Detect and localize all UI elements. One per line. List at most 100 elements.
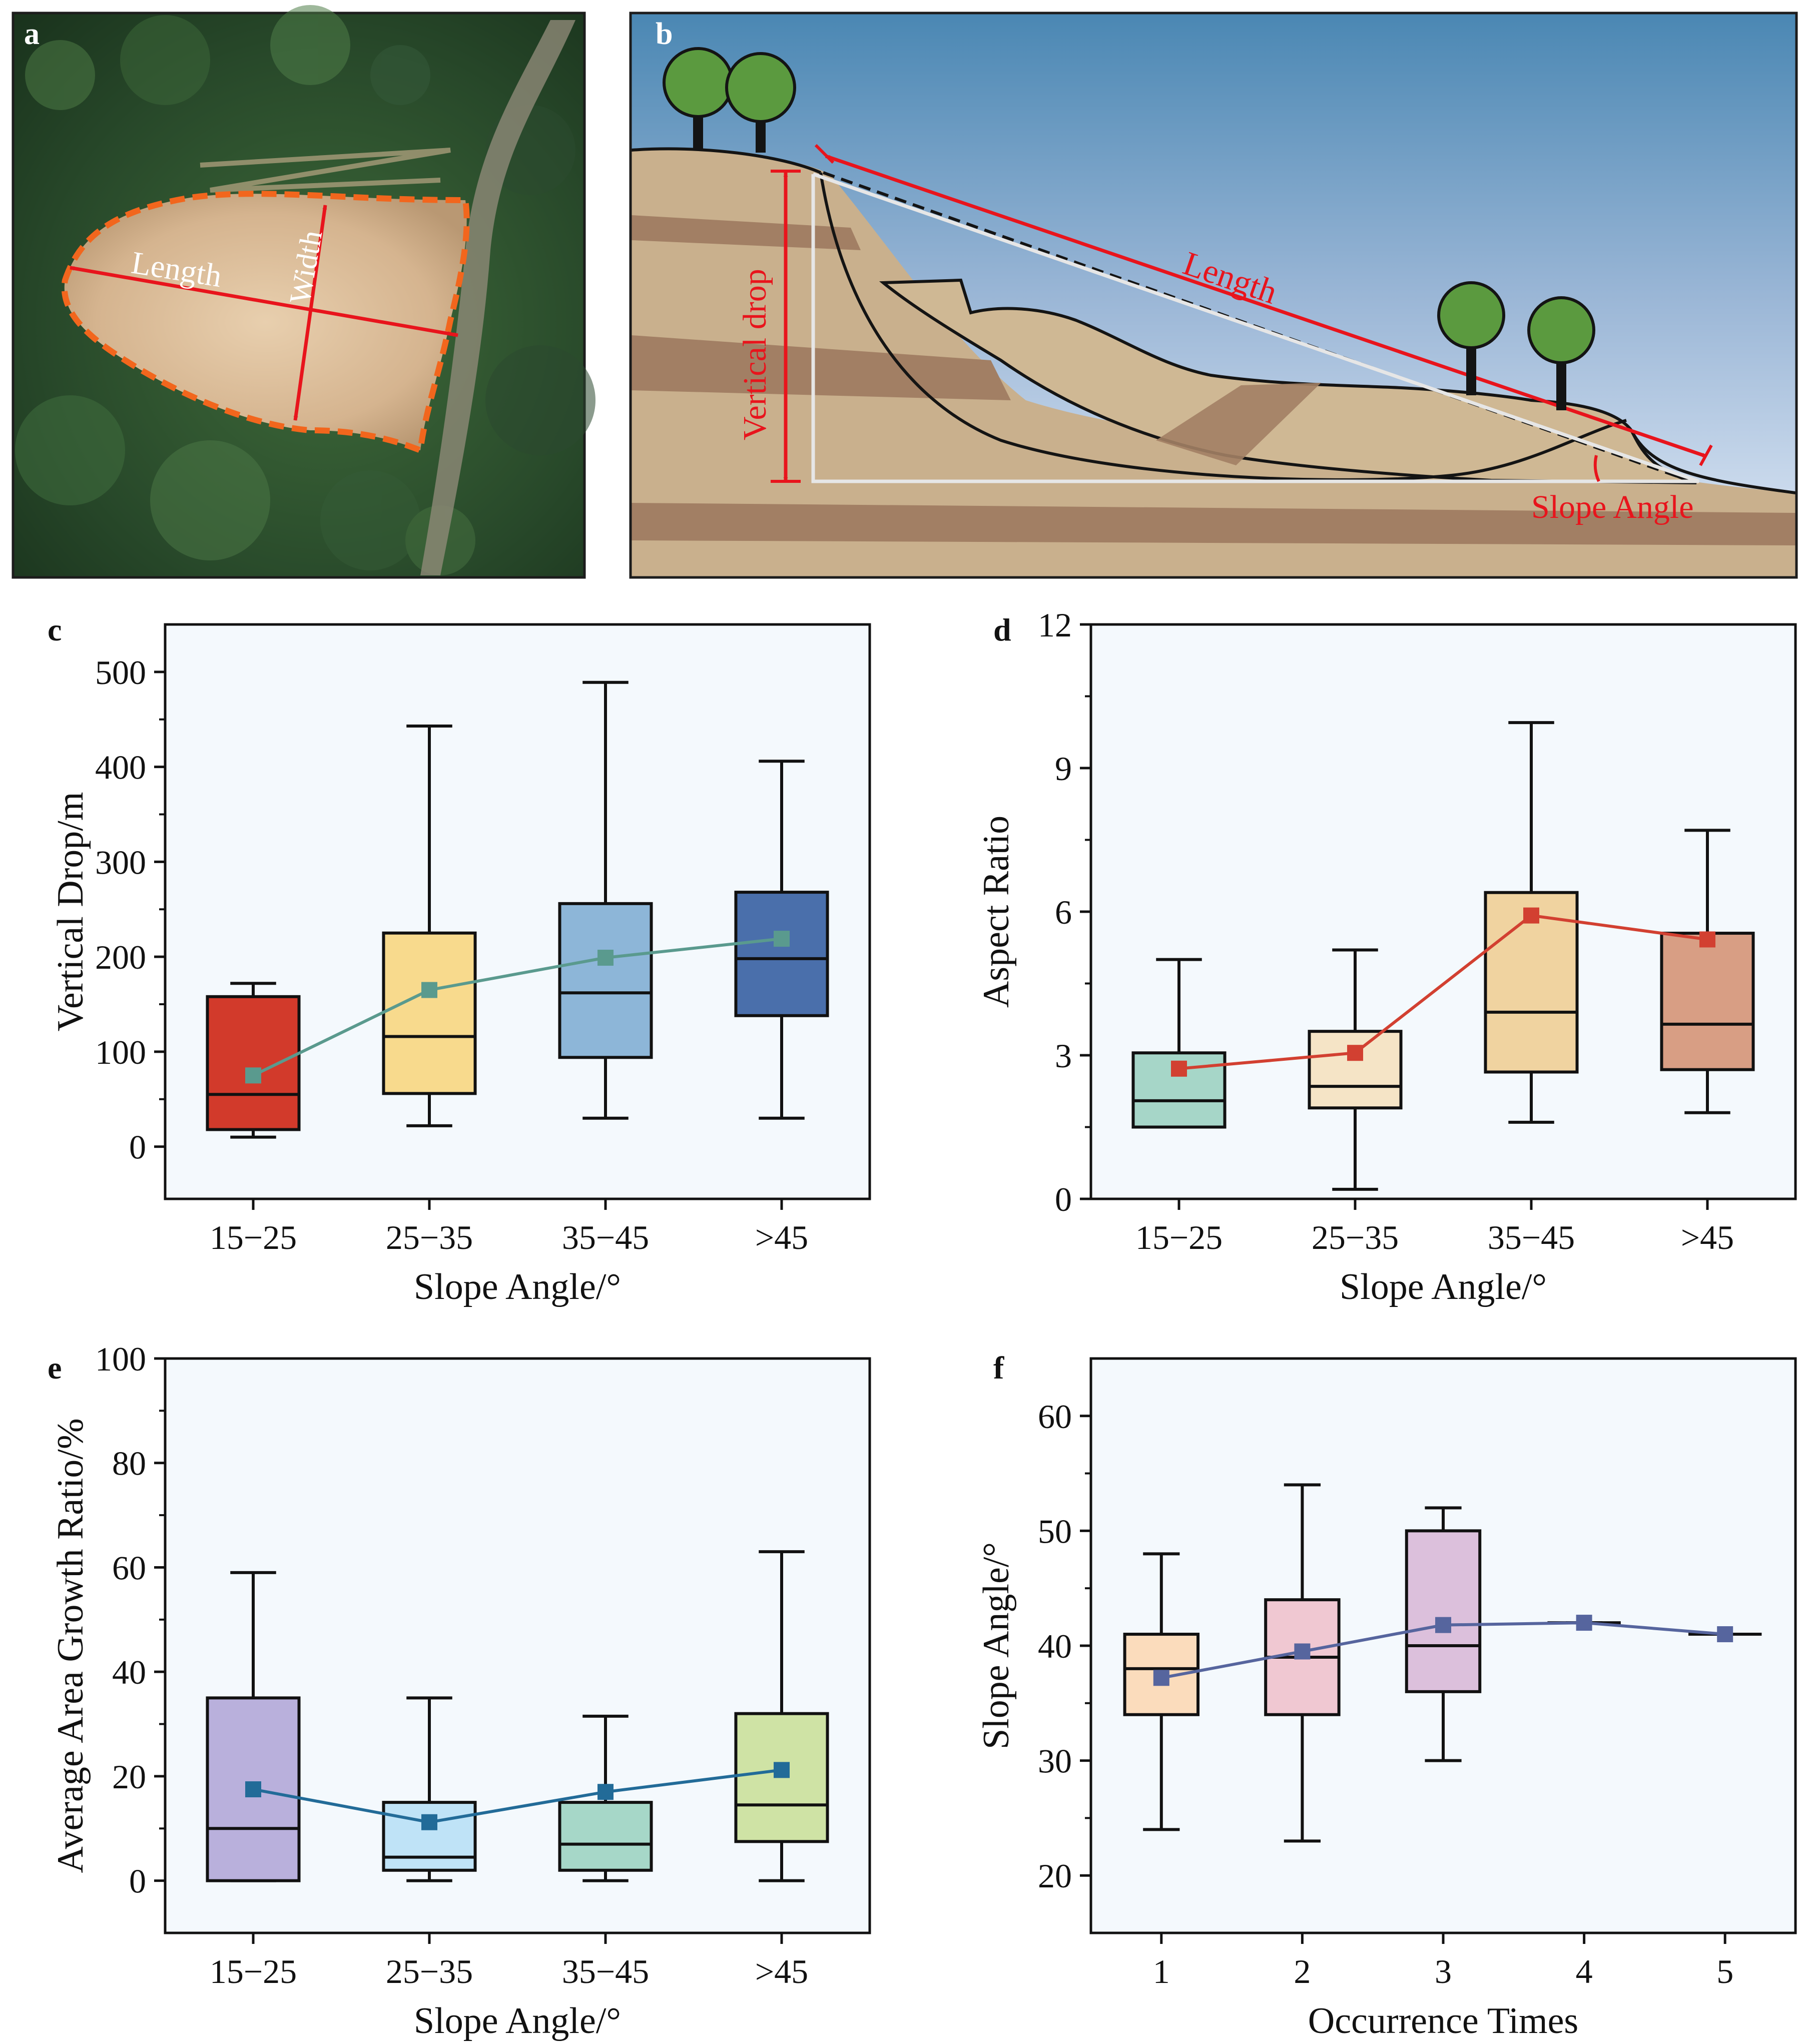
y-tick-label: 40 bbox=[112, 1653, 146, 1691]
mean-marker bbox=[1294, 1643, 1311, 1660]
y-tick-label: 6 bbox=[1055, 893, 1072, 931]
x-tick-label: >45 bbox=[1681, 1218, 1734, 1256]
y-tick-label: 60 bbox=[112, 1549, 146, 1587]
y-tick-label: 100 bbox=[95, 1033, 146, 1071]
panel-b-slope-angle-label: Slope Angle bbox=[1531, 489, 1694, 525]
plot-frame bbox=[1089, 1357, 1797, 1934]
y-tick-label: 0 bbox=[129, 1128, 146, 1166]
length-tick-end bbox=[1699, 444, 1713, 466]
y-axis-label: Average Area Growth Ratio/% bbox=[50, 1419, 91, 1873]
y-tick-label: 80 bbox=[112, 1445, 146, 1483]
mean-marker bbox=[421, 1814, 437, 1830]
y-tick-label: 20 bbox=[112, 1758, 146, 1796]
x-tick-label: 4 bbox=[1576, 1952, 1593, 1990]
layer-band-3 bbox=[632, 503, 1795, 545]
y-axis-label: Slope Angle/° bbox=[976, 1542, 1017, 1749]
y-tick-label: 40 bbox=[1038, 1627, 1072, 1665]
chart-c: 0 100 200 300 400 500 15−25 25−35 35−45 >45 Slope … bbox=[48, 612, 871, 1307]
tree-icon bbox=[1437, 281, 1505, 395]
panel-letter: d bbox=[993, 612, 1011, 647]
tree-icon bbox=[1527, 296, 1595, 410]
mean-marker bbox=[1347, 1045, 1363, 1061]
x-tick-label: 3 bbox=[1435, 1952, 1452, 1990]
y-tick-label: 200 bbox=[95, 938, 146, 976]
x-tick-label: 25−35 bbox=[386, 1218, 473, 1256]
zigzag-road bbox=[200, 148, 451, 193]
x-tick-label: 1 bbox=[1153, 1952, 1170, 1990]
x-tick-label: 15−25 bbox=[210, 1952, 297, 1990]
width-arrow bbox=[293, 205, 327, 421]
y-tick-label: 30 bbox=[1038, 1742, 1072, 1780]
panel-b-schematic: Length Vertical drop Slope Angle b bbox=[629, 12, 1798, 579]
chart-f: 20 30 40 50 60 1 2 3 4 5 Occurrence Times Slope Ang… bbox=[976, 1350, 1797, 2041]
mean-marker bbox=[1523, 907, 1539, 924]
y-tick-label: 20 bbox=[1038, 1857, 1072, 1895]
layer-band-1 bbox=[632, 215, 861, 250]
mean-marker bbox=[245, 1067, 261, 1084]
x-tick-label: 5 bbox=[1716, 1952, 1733, 1990]
panel-b-vertical-drop-label: Vertical drop bbox=[737, 269, 773, 440]
mean-marker bbox=[774, 931, 790, 947]
x-tick-label: 15−25 bbox=[210, 1218, 297, 1256]
mean-marker bbox=[1435, 1617, 1451, 1633]
valley-road bbox=[420, 20, 575, 575]
panel-letter: c bbox=[48, 612, 62, 647]
x-tick-label: 25−35 bbox=[386, 1952, 473, 1990]
mean-marker bbox=[1153, 1670, 1169, 1686]
chart-e: 0 20 40 60 80 100 15−25 25−35 35−45 >45 Slope Angl… bbox=[48, 1340, 871, 2041]
x-tick-label: 25−35 bbox=[1312, 1218, 1399, 1256]
mean-marker bbox=[421, 982, 437, 998]
y-tick-label: 100 bbox=[95, 1340, 146, 1378]
x-axis-label: Slope Angle/° bbox=[1340, 1266, 1547, 1307]
box bbox=[1660, 932, 1755, 1071]
box bbox=[206, 995, 301, 1131]
x-tick-label: 35−45 bbox=[1488, 1218, 1575, 1256]
box bbox=[382, 1801, 477, 1872]
y-tick-label: 12 bbox=[1038, 606, 1072, 644]
mean-marker bbox=[1171, 1060, 1187, 1077]
box bbox=[558, 1801, 653, 1872]
x-tick-label: 2 bbox=[1294, 1952, 1311, 1990]
plot-frame bbox=[1089, 623, 1797, 1200]
plot-frame bbox=[164, 1357, 871, 1934]
x-tick-label: 35−45 bbox=[562, 1218, 649, 1256]
box bbox=[382, 931, 477, 1095]
box bbox=[1405, 1529, 1482, 1693]
y-tick-label: 0 bbox=[129, 1862, 146, 1900]
x-axis-label: Occurrence Times bbox=[1308, 2000, 1578, 2041]
mean-marker bbox=[774, 1762, 790, 1778]
plot-frame bbox=[164, 623, 871, 1200]
y-tick-label: 50 bbox=[1038, 1512, 1072, 1550]
x-tick-label: >45 bbox=[755, 1952, 808, 1990]
tree-icon bbox=[725, 52, 796, 153]
y-tick-label: 3 bbox=[1055, 1037, 1072, 1075]
chart-d: 0 3 6 9 12 15−25 25−35 35−45 >45 Slope Angle/° Asp… bbox=[976, 606, 1797, 1307]
y-tick-label: 9 bbox=[1055, 750, 1072, 788]
length-tick-start bbox=[814, 144, 835, 164]
panel-b-letter: b bbox=[656, 17, 673, 51]
y-tick-label: 300 bbox=[95, 843, 146, 881]
mean-marker bbox=[597, 950, 614, 966]
panel-letter: f bbox=[993, 1350, 1004, 1386]
panel-a-satellite-image: Length Width a bbox=[12, 5, 595, 579]
y-tick-label: 60 bbox=[1038, 1398, 1072, 1436]
x-tick-label: 15−25 bbox=[1135, 1218, 1223, 1256]
y-tick-label: 0 bbox=[1055, 1180, 1072, 1218]
panel-b-frame bbox=[629, 12, 1798, 579]
mean-line bbox=[252, 937, 782, 1077]
length-arrow bbox=[70, 266, 458, 337]
box bbox=[558, 902, 653, 1059]
slope-angle-arc bbox=[1593, 455, 1600, 482]
tree-icon bbox=[663, 47, 734, 150]
x-tick-label: >45 bbox=[755, 1218, 808, 1256]
y-tick-label: 500 bbox=[95, 653, 146, 692]
mean-marker bbox=[597, 1784, 614, 1800]
mean-marker bbox=[1717, 1626, 1733, 1643]
mean-line bbox=[1178, 914, 1708, 1070]
panel-letter: e bbox=[48, 1350, 62, 1386]
box bbox=[1308, 1030, 1403, 1110]
x-tick-label: 35−45 bbox=[562, 1952, 649, 1990]
x-axis-label: Slope Angle/° bbox=[414, 1266, 621, 1307]
mean-marker bbox=[1699, 931, 1715, 948]
